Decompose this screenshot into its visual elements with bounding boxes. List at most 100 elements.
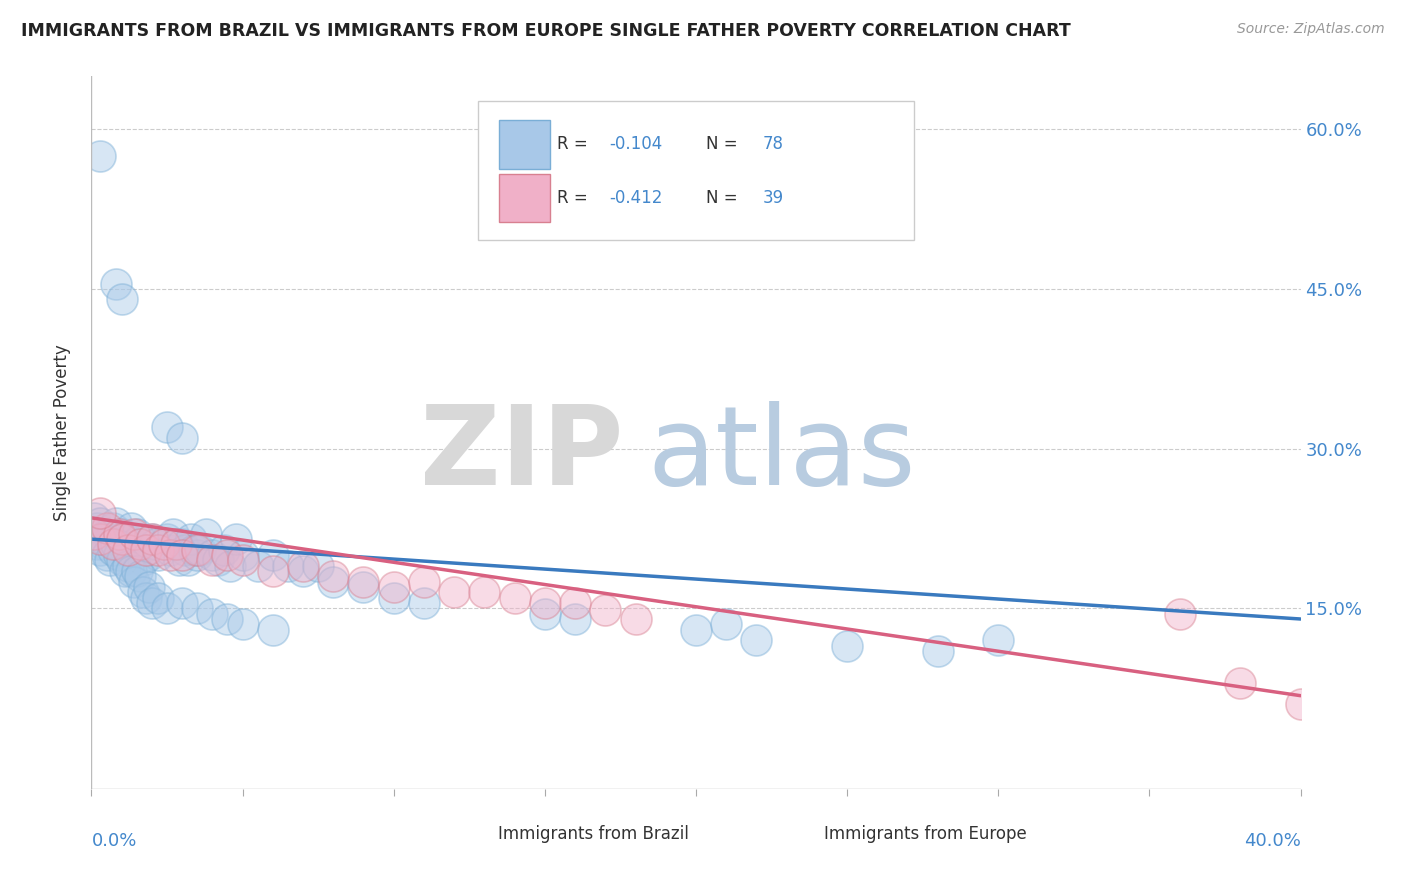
Point xyxy=(172,548,194,562)
Point xyxy=(533,596,555,610)
Text: Immigrants from Brazil: Immigrants from Brazil xyxy=(498,825,689,843)
Point xyxy=(225,532,247,546)
Text: 40.0%: 40.0% xyxy=(1244,832,1301,850)
Point xyxy=(111,526,132,541)
Point xyxy=(138,548,160,562)
Point xyxy=(503,591,526,605)
Point xyxy=(122,526,145,541)
Point xyxy=(89,149,111,163)
Point xyxy=(104,277,127,291)
Point xyxy=(352,574,374,589)
Point xyxy=(143,537,166,551)
Text: N =: N = xyxy=(706,189,742,207)
Point xyxy=(624,612,647,626)
Point xyxy=(138,580,160,594)
Point xyxy=(125,526,148,541)
Point xyxy=(135,542,157,557)
Point xyxy=(533,607,555,621)
Point xyxy=(231,617,253,632)
Point xyxy=(714,617,737,632)
Point xyxy=(207,553,229,567)
FancyBboxPatch shape xyxy=(478,101,914,240)
Point xyxy=(117,542,139,557)
Point xyxy=(156,420,179,434)
Point xyxy=(89,542,111,557)
Point xyxy=(1229,676,1251,690)
Point xyxy=(165,537,187,551)
Point xyxy=(174,542,197,557)
Point xyxy=(262,623,284,637)
Point xyxy=(186,601,208,615)
Point xyxy=(307,558,329,573)
Point xyxy=(413,596,436,610)
Point xyxy=(114,564,136,578)
Point xyxy=(146,548,169,562)
Point xyxy=(262,548,284,562)
Point xyxy=(382,591,405,605)
Point xyxy=(107,548,129,562)
Point xyxy=(98,532,121,546)
Point xyxy=(745,633,768,648)
Text: IMMIGRANTS FROM BRAZIL VS IMMIGRANTS FROM EUROPE SINGLE FATHER POVERTY CORRELATI: IMMIGRANTS FROM BRAZIL VS IMMIGRANTS FRO… xyxy=(21,22,1071,40)
Point xyxy=(292,564,315,578)
Point xyxy=(177,553,200,567)
Point xyxy=(292,558,315,573)
Point xyxy=(89,516,111,530)
Point xyxy=(201,548,224,562)
Text: R =: R = xyxy=(557,136,593,153)
Point xyxy=(128,569,150,583)
Point xyxy=(104,537,127,551)
FancyBboxPatch shape xyxy=(499,120,550,169)
Point xyxy=(135,542,157,557)
Point xyxy=(96,548,118,562)
Point xyxy=(472,585,495,599)
Point xyxy=(352,580,374,594)
Point xyxy=(231,548,253,562)
Point xyxy=(120,521,142,535)
Point xyxy=(125,564,148,578)
Point xyxy=(111,532,132,546)
Y-axis label: Single Father Poverty: Single Father Poverty xyxy=(52,344,70,521)
Text: -0.412: -0.412 xyxy=(609,189,662,207)
Point xyxy=(146,542,169,557)
Text: ZIP: ZIP xyxy=(420,401,623,508)
Point xyxy=(141,532,163,546)
Point xyxy=(135,591,157,605)
Point xyxy=(101,542,124,557)
Point xyxy=(141,596,163,610)
Point xyxy=(246,558,269,573)
Point xyxy=(564,596,586,610)
Point xyxy=(86,537,108,551)
Point xyxy=(159,548,181,562)
Point xyxy=(146,591,169,605)
Point xyxy=(927,644,949,658)
Text: 0.0%: 0.0% xyxy=(91,832,136,850)
Point xyxy=(186,548,208,562)
Point xyxy=(111,293,132,307)
Point xyxy=(101,521,124,535)
Point xyxy=(96,526,118,541)
Point xyxy=(107,532,129,546)
Point xyxy=(172,596,194,610)
Point xyxy=(114,542,136,557)
Point xyxy=(835,639,858,653)
Point xyxy=(107,526,129,541)
Point xyxy=(382,580,405,594)
Point xyxy=(93,537,115,551)
Text: atlas: atlas xyxy=(648,401,917,508)
Point xyxy=(685,623,707,637)
Point xyxy=(83,511,105,525)
Point xyxy=(172,431,194,445)
Point xyxy=(219,558,242,573)
Point xyxy=(93,532,115,546)
Point xyxy=(117,532,139,546)
Point xyxy=(98,553,121,567)
Point xyxy=(217,548,239,562)
Point xyxy=(1289,697,1312,711)
Point xyxy=(132,553,155,567)
Point xyxy=(83,526,105,541)
FancyBboxPatch shape xyxy=(450,816,492,852)
Point xyxy=(277,558,299,573)
Point xyxy=(122,574,145,589)
Point xyxy=(167,553,190,567)
